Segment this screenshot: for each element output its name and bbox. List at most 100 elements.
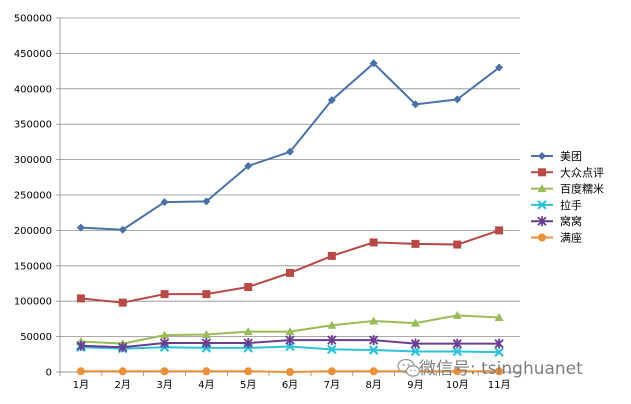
data-point (368, 345, 379, 355)
legend-item: 满座 (531, 231, 582, 245)
data-point (286, 147, 294, 156)
data-point (453, 367, 462, 376)
data-point (202, 290, 211, 299)
legend-marker (538, 168, 546, 177)
legend-item: 百度糯米 (531, 182, 604, 196)
y-tick-label: 400000 (14, 84, 52, 95)
data-point (327, 96, 336, 105)
legend-marker (538, 152, 546, 160)
legend-item: 美团 (531, 150, 582, 163)
y-tick-label: 300000 (14, 155, 52, 166)
legend-label: 满座 (560, 231, 582, 245)
watermark: 微信号: tsinghuanet (397, 358, 583, 379)
data-point (244, 161, 253, 170)
data-point (160, 290, 169, 299)
legend-marker (537, 184, 547, 193)
data-point (160, 330, 170, 339)
legend-label: 拉手 (560, 198, 582, 212)
x-tick-label: 10月 (446, 379, 469, 391)
data-point (410, 346, 421, 357)
data-point (327, 367, 336, 376)
data-point (202, 367, 211, 376)
x-tick-label: 4月 (198, 379, 214, 391)
data-point (494, 347, 504, 357)
data-point (494, 312, 504, 321)
y-tick-label: 100000 (14, 297, 52, 308)
data-point (285, 327, 295, 336)
legend-label: 大众点评 (560, 165, 604, 179)
y-tick-label: 200000 (14, 226, 52, 237)
data-point (411, 100, 420, 109)
legend-label: 美团 (560, 150, 582, 163)
y-tick-label: 350000 (14, 120, 52, 131)
data-point (495, 367, 504, 376)
data-point (160, 367, 169, 376)
legend-marker (537, 216, 547, 227)
data-point (286, 368, 294, 376)
data-point (160, 198, 169, 207)
data-point (76, 223, 85, 232)
x-tick-label: 2月 (115, 379, 131, 391)
legend-item: 大众点评 (531, 165, 604, 179)
data-point (118, 367, 127, 376)
y-tick-label: 50000 (20, 332, 52, 343)
data-point (495, 63, 504, 72)
legend-marker (538, 233, 546, 242)
data-point (494, 338, 504, 349)
legend-item: 窝窝 (531, 214, 582, 228)
data-point (327, 335, 337, 346)
data-point (285, 335, 295, 346)
data-point (369, 367, 378, 376)
data-point (201, 329, 211, 338)
data-point (327, 344, 337, 355)
data-point (369, 238, 378, 247)
legend-item: 拉手 (531, 198, 582, 212)
data-point (118, 342, 128, 353)
data-point (369, 59, 378, 68)
data-point (243, 327, 253, 336)
data-point (369, 316, 379, 325)
data-point (202, 197, 211, 206)
x-tick-label: 6月 (282, 379, 298, 391)
watermark-text: 微信号: tsinghuanet (419, 359, 583, 379)
y-tick-label: 150000 (14, 261, 52, 272)
data-point (243, 337, 253, 348)
x-tick-label: 9月 (407, 379, 423, 391)
data-point (327, 320, 337, 329)
series-4 (76, 335, 504, 353)
data-point (452, 310, 462, 319)
data-point (76, 340, 86, 351)
data-point (244, 367, 253, 376)
wechat-icon (397, 358, 421, 377)
data-point (244, 283, 253, 292)
legend-label: 百度糯米 (560, 182, 604, 196)
x-tick-label: 11月 (488, 379, 511, 391)
y-tick-label: 0 (46, 368, 52, 379)
series-1 (76, 226, 504, 307)
data-point (118, 298, 127, 307)
data-point (453, 95, 462, 104)
data-point (286, 268, 294, 277)
data-point (453, 240, 462, 249)
series-0 (76, 59, 504, 234)
legend-marker (537, 200, 547, 210)
data-point (411, 239, 420, 248)
x-tick-label: 5月 (240, 379, 256, 391)
data-point (410, 338, 421, 349)
y-tick-label: 500000 (14, 14, 52, 25)
legend-label: 窝窝 (560, 214, 582, 228)
series-2 (76, 310, 504, 348)
y-tick-label: 450000 (14, 49, 52, 60)
series-layer (76, 59, 504, 376)
data-point (327, 251, 336, 260)
data-point (452, 346, 463, 357)
data-point (368, 335, 379, 346)
data-point (410, 318, 420, 327)
data-point (495, 226, 504, 235)
y-tick-label: 250000 (14, 191, 52, 202)
data-point (76, 294, 85, 303)
